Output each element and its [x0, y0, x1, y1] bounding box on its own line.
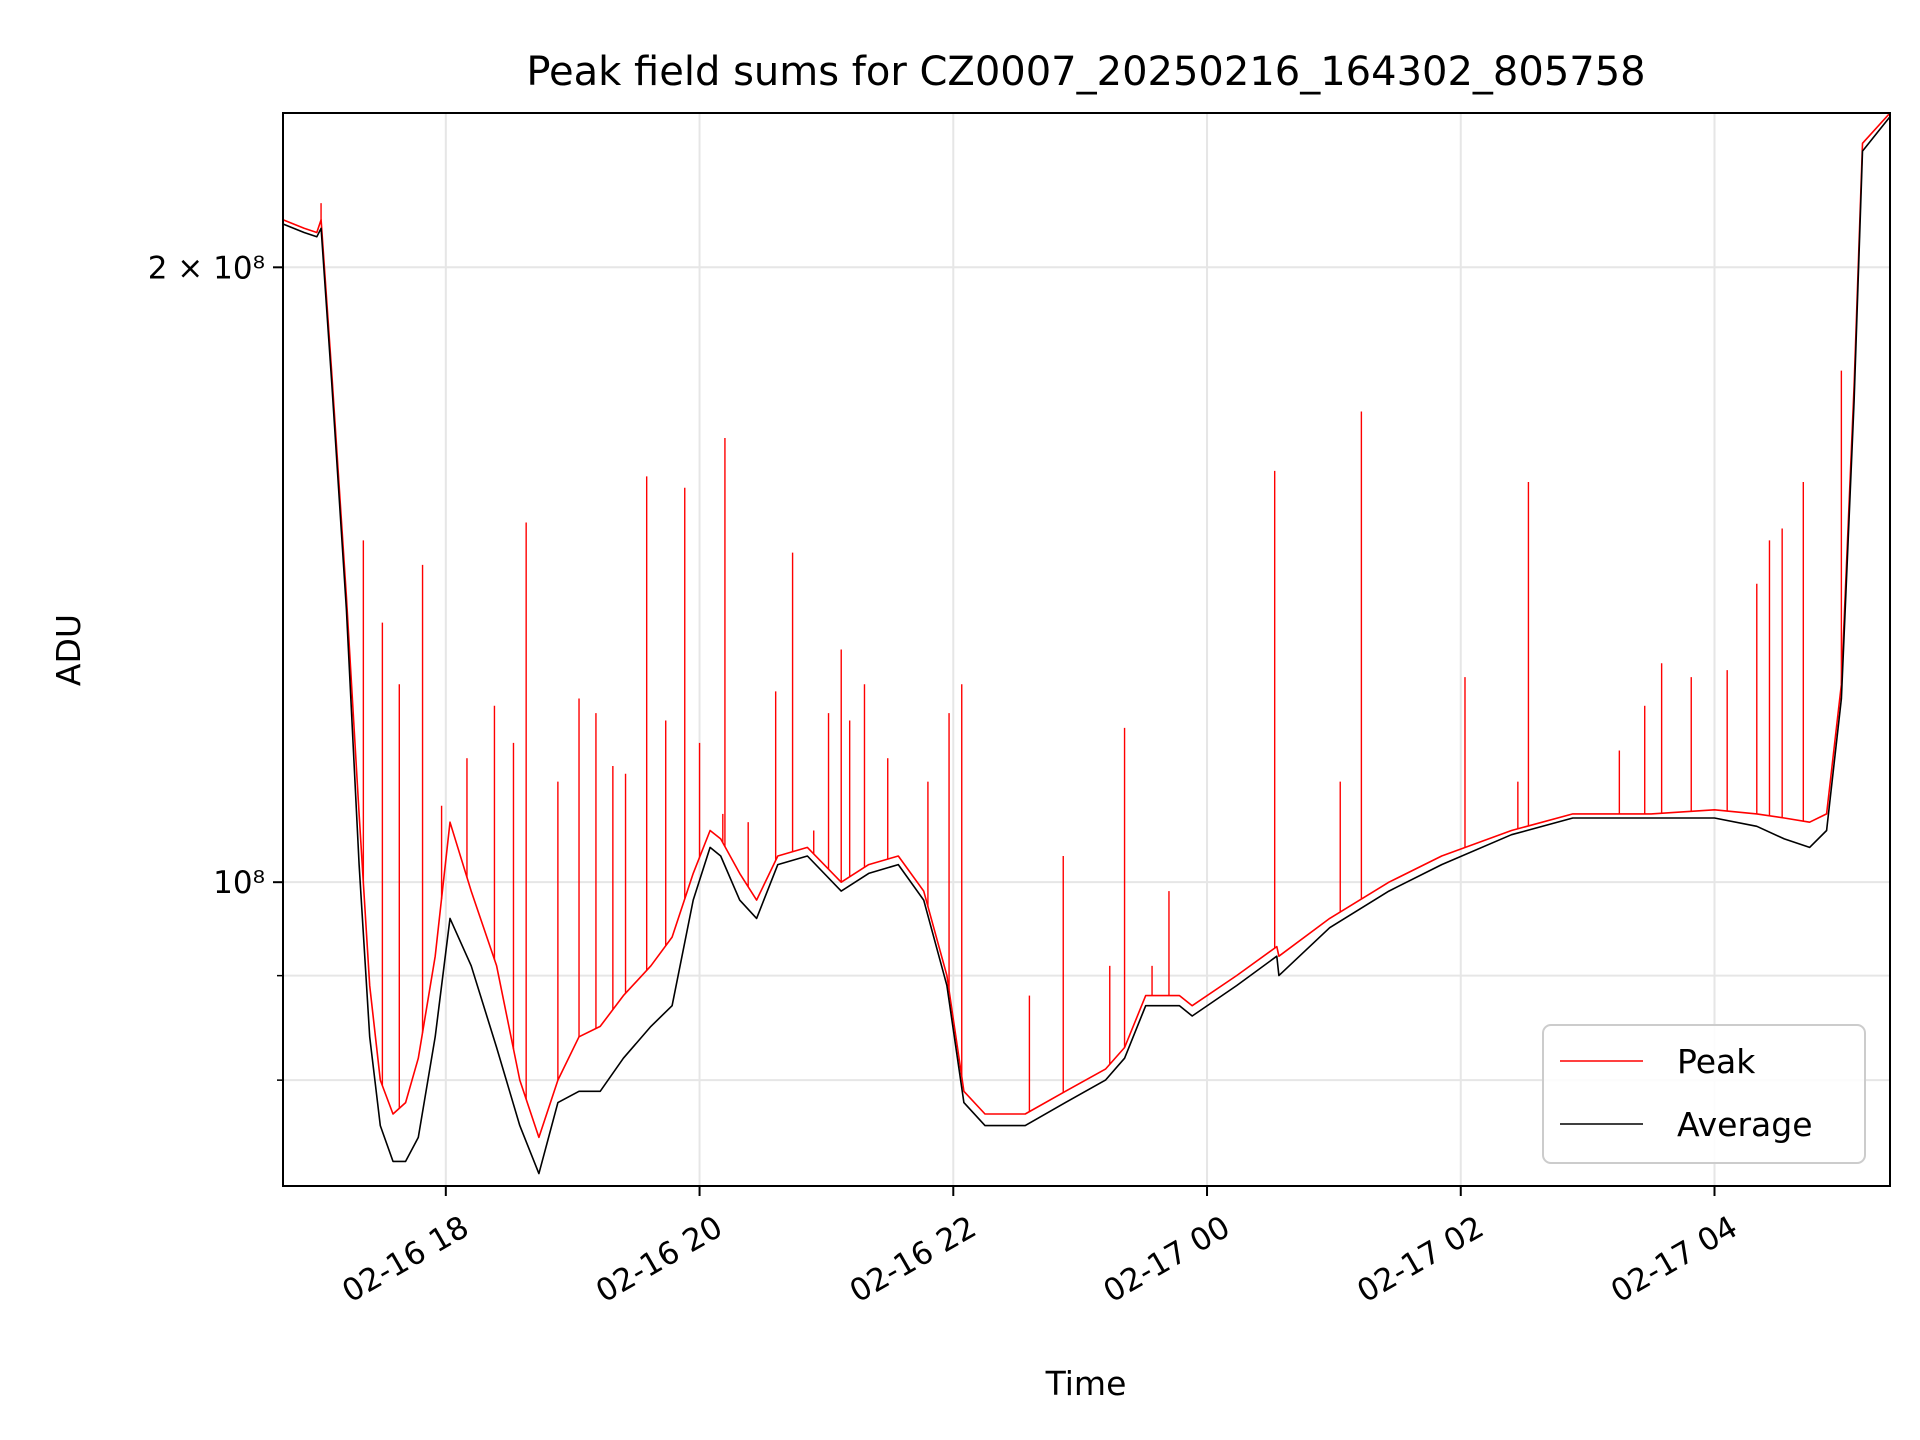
- series-line-average: [283, 116, 1890, 1175]
- series-layer: [283, 113, 1890, 1175]
- legend-peak-label: Peak: [1677, 1042, 1756, 1081]
- y-axis-title: ADU: [49, 614, 88, 686]
- plot-area-background: [283, 113, 1890, 1186]
- grid-layer: [283, 113, 1890, 1186]
- legend-average-label: Average: [1677, 1105, 1813, 1144]
- legend: Peak Average: [1542, 1024, 1866, 1164]
- x-axis-title: Time: [1045, 1364, 1127, 1403]
- series-line-peak: [283, 113, 1890, 1139]
- chart-title: Peak field sums for CZ0007_20250216_1643…: [526, 49, 1645, 95]
- y-tick-label: 10⁸: [213, 865, 265, 901]
- legend-box: [1542, 1024, 1866, 1164]
- plot-frame: [282, 112, 1891, 1187]
- y-tick-label: 2 × 10⁸: [148, 250, 265, 286]
